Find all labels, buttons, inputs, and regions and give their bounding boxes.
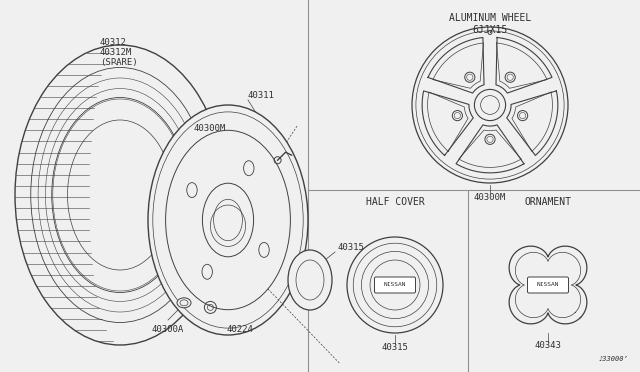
Text: 6JJX15: 6JJX15 [472, 25, 508, 35]
Text: 40315: 40315 [338, 243, 365, 251]
Text: 40312M: 40312M [100, 48, 132, 57]
FancyBboxPatch shape [374, 277, 415, 293]
Ellipse shape [288, 250, 332, 310]
Text: NISSAN: NISSAN [537, 282, 559, 288]
Text: 40311: 40311 [248, 90, 275, 99]
Text: 40300A: 40300A [152, 326, 184, 334]
Text: 40315: 40315 [381, 343, 408, 352]
Text: NISSAN: NISSAN [384, 282, 406, 288]
Text: 40312: 40312 [100, 38, 127, 46]
Text: 40300M: 40300M [474, 192, 506, 202]
FancyBboxPatch shape [527, 277, 568, 293]
Ellipse shape [148, 105, 308, 335]
Text: ♪33000’: ♪33000’ [598, 356, 628, 362]
Text: 40300M: 40300M [193, 124, 225, 132]
Text: ORNAMENT: ORNAMENT [525, 197, 572, 207]
Text: 40224: 40224 [227, 326, 253, 334]
Text: HALF COVER: HALF COVER [365, 197, 424, 207]
Ellipse shape [177, 298, 191, 308]
Text: ALUMINUM WHEEL: ALUMINUM WHEEL [449, 13, 531, 23]
Text: 40343: 40343 [534, 340, 561, 350]
Text: (SPARE): (SPARE) [100, 58, 138, 67]
